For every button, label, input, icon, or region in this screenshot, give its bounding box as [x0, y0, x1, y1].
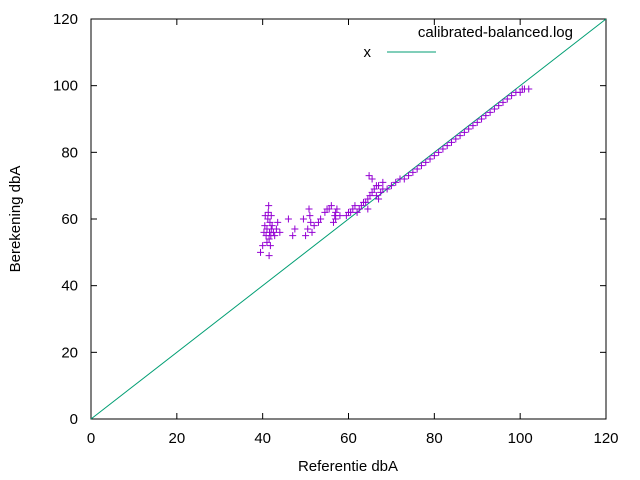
- data-point: [439, 145, 447, 153]
- data-point: [264, 208, 272, 216]
- data-point: [379, 178, 387, 186]
- x-axis-label: Referentie dbA: [298, 458, 398, 475]
- data-point: [400, 175, 408, 183]
- data-point: [259, 242, 267, 250]
- data-point: [333, 205, 341, 213]
- y-tick-label: 40: [61, 278, 78, 295]
- x-tick-label: 60: [340, 430, 357, 447]
- data-point: [426, 155, 434, 163]
- data-point: [482, 112, 490, 120]
- data-point: [413, 165, 421, 173]
- y-tick-label: 0: [70, 411, 78, 428]
- data-point: [383, 185, 391, 193]
- data-point: [332, 208, 340, 216]
- data-point: [448, 138, 455, 146]
- data-point: [469, 122, 477, 130]
- data-point: [327, 202, 335, 210]
- data-point: [499, 98, 507, 106]
- y-tick-label: 80: [61, 144, 78, 161]
- data-point: [291, 225, 299, 233]
- x-tick-label: 40: [254, 430, 271, 447]
- data-point: [495, 102, 503, 110]
- plot-series: [90, 18, 607, 420]
- data-point: [308, 228, 316, 236]
- data-point: [271, 232, 279, 240]
- data-point: [405, 172, 413, 180]
- data-point: [465, 125, 473, 133]
- data-point: [365, 172, 373, 180]
- data-point: [265, 202, 273, 210]
- legend-entry-x: x: [364, 44, 372, 61]
- data-point: [317, 215, 325, 223]
- data-point: [268, 222, 276, 230]
- data-point: [430, 152, 438, 160]
- data-point: [267, 212, 275, 220]
- data-point: [387, 182, 395, 190]
- data-point: [269, 228, 277, 236]
- data-point: [284, 215, 292, 223]
- data-point: [375, 195, 383, 203]
- y-tick-label: 20: [61, 344, 78, 361]
- x-tick-label: 100: [508, 430, 533, 447]
- y-axis-label: Berekening dbA: [7, 166, 24, 273]
- data-point: [443, 142, 451, 150]
- data-point: [272, 225, 280, 233]
- data-point: [276, 228, 284, 236]
- data-point: [503, 95, 511, 103]
- legend-entry-calibrated-balanced: calibrated-balanced.log: [418, 24, 573, 41]
- series-points: [257, 85, 533, 260]
- data-point: [435, 148, 443, 156]
- data-point: [409, 168, 417, 176]
- data-point: [490, 105, 498, 113]
- data-point: [307, 218, 315, 226]
- data-point: [368, 175, 376, 183]
- data-point: [302, 232, 310, 240]
- data-point: [486, 108, 494, 116]
- y-tick-label: 100: [53, 78, 78, 95]
- y-tick-label: 60: [61, 211, 78, 228]
- data-point: [508, 92, 516, 100]
- data-point: [265, 252, 273, 260]
- x-tick-label: 120: [593, 430, 618, 447]
- x-tick-label: 20: [168, 430, 185, 447]
- legend: calibrated-balanced.log x: [364, 24, 574, 61]
- data-point: [304, 225, 312, 233]
- tick-marks: [90, 18, 607, 420]
- data-point: [351, 202, 359, 210]
- data-point: [299, 215, 307, 223]
- tick-labels: 0 20 40 60 80 100 120 0 20 40 60 80 100 120: [53, 11, 619, 447]
- data-point: [265, 235, 273, 243]
- series-line-x: [90, 18, 607, 420]
- data-point: [392, 178, 400, 186]
- data-point: [274, 218, 282, 226]
- data-point: [306, 212, 314, 220]
- data-point: [525, 85, 533, 93]
- data-point: [456, 132, 464, 140]
- data-point: [266, 242, 274, 250]
- data-point: [332, 215, 340, 223]
- data-point: [478, 115, 486, 123]
- y-tick-label: 120: [53, 11, 78, 28]
- data-point: [473, 118, 481, 126]
- data-point: [375, 182, 383, 190]
- data-point: [289, 232, 297, 240]
- data-point: [364, 205, 372, 213]
- data-point: [336, 212, 344, 220]
- data-point: [422, 158, 430, 166]
- data-point: [460, 128, 468, 136]
- x-tick-label: 0: [87, 430, 95, 447]
- x-tick-label: 80: [426, 430, 443, 447]
- data-point: [257, 248, 265, 256]
- data-point: [452, 135, 460, 143]
- data-point: [417, 162, 425, 170]
- data-point: [310, 222, 318, 230]
- data-point: [305, 205, 313, 213]
